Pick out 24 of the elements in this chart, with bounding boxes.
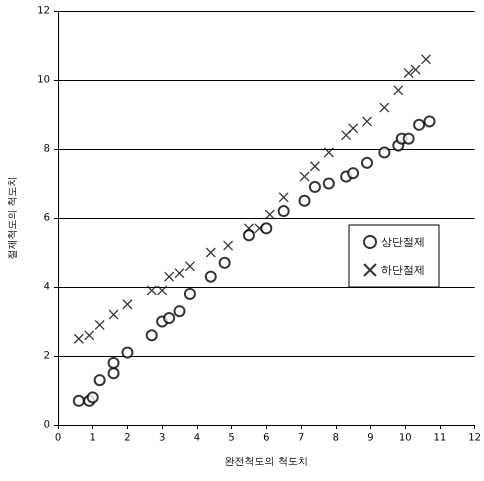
- legend-label: 하단절제: [381, 264, 425, 276]
- x-tick-label: 7: [298, 432, 304, 444]
- x-tick-label: 8: [332, 432, 339, 444]
- y-tick-label: 2: [44, 350, 50, 362]
- x-tick-label: 12: [468, 432, 482, 444]
- x-tick-label: 11: [434, 432, 446, 444]
- x-tick-label: 0: [54, 432, 62, 444]
- y-tick-label: 10: [37, 74, 50, 86]
- legend-label: 상단절제: [381, 236, 425, 248]
- y-tick-label: 8: [44, 144, 50, 154]
- y-tick-label: 4: [44, 282, 50, 292]
- x-tick-label: 3: [158, 432, 166, 444]
- x-tick-label: 5: [228, 432, 235, 444]
- y-axis-title: 절제척도의 척도치: [8, 176, 18, 260]
- x-tick-label: 10: [398, 432, 412, 444]
- x-tick-label: 1: [90, 432, 96, 444]
- x-tick-label: 9: [367, 432, 374, 444]
- y-tick-label: 12: [37, 6, 50, 16]
- y-tick-label: 0: [44, 420, 50, 430]
- x-tick-label: 2: [124, 432, 131, 444]
- y-tick-label: 6: [44, 212, 50, 224]
- x-tick-label: 4: [194, 432, 200, 444]
- x-tick-label: 6: [263, 432, 270, 444]
- x-axis-title: 완전척도의 척도치: [224, 456, 308, 468]
